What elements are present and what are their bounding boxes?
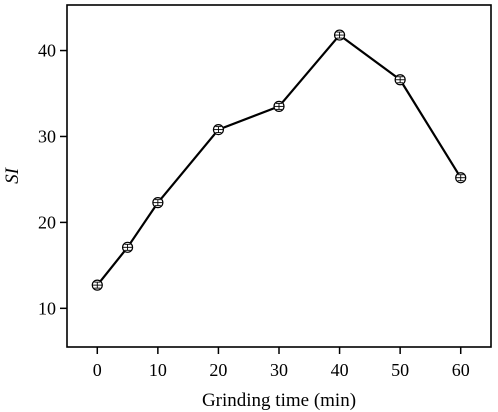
data-point <box>212 123 225 136</box>
data-point <box>455 172 467 184</box>
data-point <box>91 279 103 291</box>
data-point <box>273 100 285 112</box>
y-tick-label: 20 <box>38 212 56 232</box>
x-tick-label: 30 <box>270 360 288 380</box>
data-point <box>394 74 406 86</box>
x-axis-title: Grinding time (min) <box>202 390 356 411</box>
series-polyline <box>96 33 462 286</box>
y-tick-label: 30 <box>38 126 56 146</box>
series-line <box>96 33 462 286</box>
data-point <box>333 29 346 41</box>
data-point <box>121 241 134 253</box>
x-tick-label: 60 <box>452 360 470 380</box>
y-tick-label: 10 <box>38 298 56 318</box>
y-tick-label: 40 <box>38 41 56 61</box>
x-tick-label: 50 <box>391 360 409 380</box>
data-point <box>152 197 164 209</box>
plot-frame <box>66 4 492 348</box>
x-tick-label: 0 <box>93 360 102 380</box>
y-axis-title: SI <box>2 166 23 184</box>
x-tick-label: 20 <box>209 360 227 380</box>
axis-ticks: 0 10 20 30 40 50 60 10 20 30 40 <box>38 41 470 380</box>
x-tick-label: 40 <box>331 360 349 380</box>
x-tick-label: 10 <box>149 360 167 380</box>
data-markers <box>91 29 467 291</box>
